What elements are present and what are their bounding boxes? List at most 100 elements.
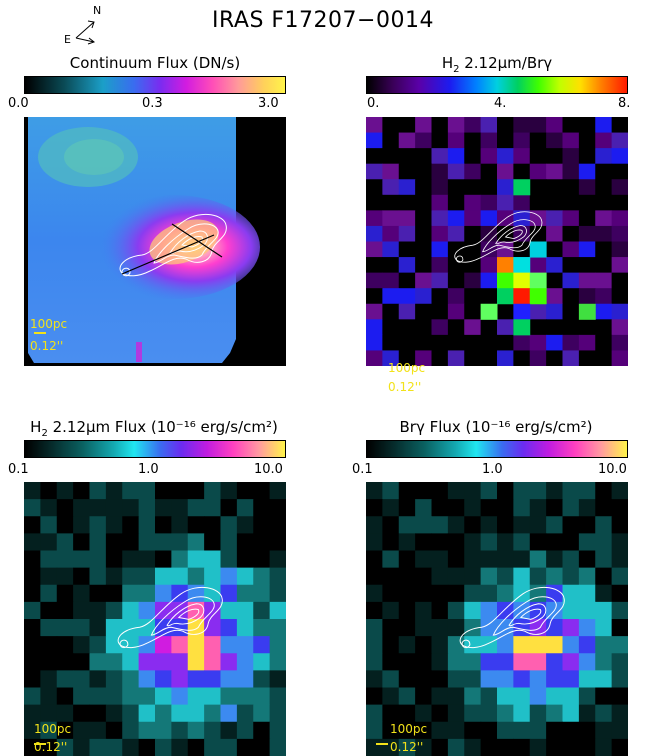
pixel-cell [529, 148, 547, 165]
pixel-cell [529, 550, 547, 569]
pixel-cell [138, 687, 156, 706]
pixel-cell [497, 499, 514, 517]
pixel-cell [415, 132, 432, 149]
pixel-cell [447, 738, 465, 756]
pixel-cell [480, 179, 498, 196]
pixel-cell [73, 499, 90, 517]
pixel-cell [382, 117, 400, 134]
pixel-cell [415, 653, 432, 671]
pixel-cell [611, 567, 628, 586]
pixel-cell [56, 533, 74, 551]
pixel-cell [253, 619, 271, 637]
pixel-cell [529, 601, 547, 620]
pixel-cell [497, 670, 514, 688]
pixel-cell [497, 567, 514, 586]
pixel-cell [236, 721, 254, 740]
pixel-cell [546, 210, 563, 227]
pixel-cell [611, 619, 628, 637]
pixel-cell [611, 499, 628, 517]
pixel-cell [40, 653, 58, 671]
pixel-cell [431, 516, 449, 534]
panel-ratio-scale-physical: 100pc [388, 361, 426, 375]
pixel-cell [546, 567, 563, 586]
pixel-cell [398, 533, 416, 551]
pixel-cell [480, 303, 498, 320]
pixel-cell [105, 601, 123, 620]
pixel-cell [220, 636, 238, 654]
pixel-cell [546, 687, 563, 706]
pixel-cell [497, 132, 514, 149]
pixel-cell [595, 567, 613, 586]
panel-brgflux-scale-physical: 100pc [390, 722, 428, 736]
pixel-cell [464, 350, 482, 366]
panel-h2flux-image [24, 482, 286, 756]
pixel-cell [56, 704, 74, 723]
pixel-cell [546, 225, 563, 242]
pixel-cell [220, 533, 238, 551]
pixel-cell [415, 704, 432, 723]
pixel-cell [562, 550, 580, 569]
pixel-cell [382, 721, 400, 740]
pixel-cell [24, 721, 41, 740]
pixel-cell [480, 567, 498, 586]
pixel-cell [122, 567, 140, 586]
pixel-cell [464, 334, 482, 351]
pixel-cell [220, 482, 238, 500]
pixel-cell [546, 704, 563, 723]
pixel-cell [56, 499, 74, 517]
pixel-cell [464, 319, 482, 336]
pixel-cell [513, 738, 531, 756]
pixel-cell [24, 704, 41, 723]
pixel-cell [578, 132, 596, 149]
pixel-cell [447, 132, 465, 149]
pixel-cell [269, 499, 286, 517]
pixel-cell [56, 482, 74, 500]
pixel-cell [497, 148, 514, 165]
pixel-cell [529, 670, 547, 688]
pixel-cell [382, 241, 400, 258]
pixel-cell [513, 653, 531, 671]
pixel-cell [24, 550, 41, 569]
pixel-cell [513, 499, 531, 517]
pixel-cell [611, 482, 628, 500]
pixel-cell [546, 482, 563, 500]
panel-ratio-tick-min: 0. [367, 96, 380, 111]
pixel-cell [578, 225, 596, 242]
pixel-cell [611, 148, 628, 165]
pixel-cell [415, 584, 432, 603]
pixel-cell [89, 533, 107, 551]
pixel-cell [398, 499, 416, 517]
pixel-cell [464, 687, 482, 706]
pixel-cell [431, 721, 449, 740]
pixel-cell [513, 550, 531, 569]
pixel-cell [578, 257, 596, 274]
pixel-cell [155, 653, 172, 671]
pixel-cell [171, 670, 189, 688]
pixel-cell [73, 687, 90, 706]
pixel-cell [431, 499, 449, 517]
pixel-cell [546, 303, 563, 320]
pixel-cell [497, 584, 514, 603]
pixel-cell [562, 601, 580, 620]
compass-icon: N E [56, 4, 116, 46]
panel-h2flux-colorbar [24, 440, 286, 458]
pixel-cell [546, 257, 563, 274]
pixel-cell [253, 601, 271, 620]
pixel-cell [171, 738, 189, 756]
pixel-cell [415, 670, 432, 688]
pixel-cell [366, 687, 383, 706]
pixel-cell [513, 319, 531, 336]
pixel-cell [447, 653, 465, 671]
pixel-cell [513, 303, 531, 320]
pixel-cell [366, 210, 383, 227]
pixel-cell [464, 257, 482, 274]
pixel-cell [578, 721, 596, 740]
pixel-cell [529, 704, 547, 723]
pixel-cell [366, 601, 383, 620]
pixel-cell [595, 550, 613, 569]
pixel-cell [415, 117, 432, 134]
panel-h2flux-tick-max: 10.0 [254, 462, 283, 477]
pixel-cell [497, 334, 514, 351]
pixel-cell [546, 334, 563, 351]
pixel-cell [269, 738, 286, 756]
